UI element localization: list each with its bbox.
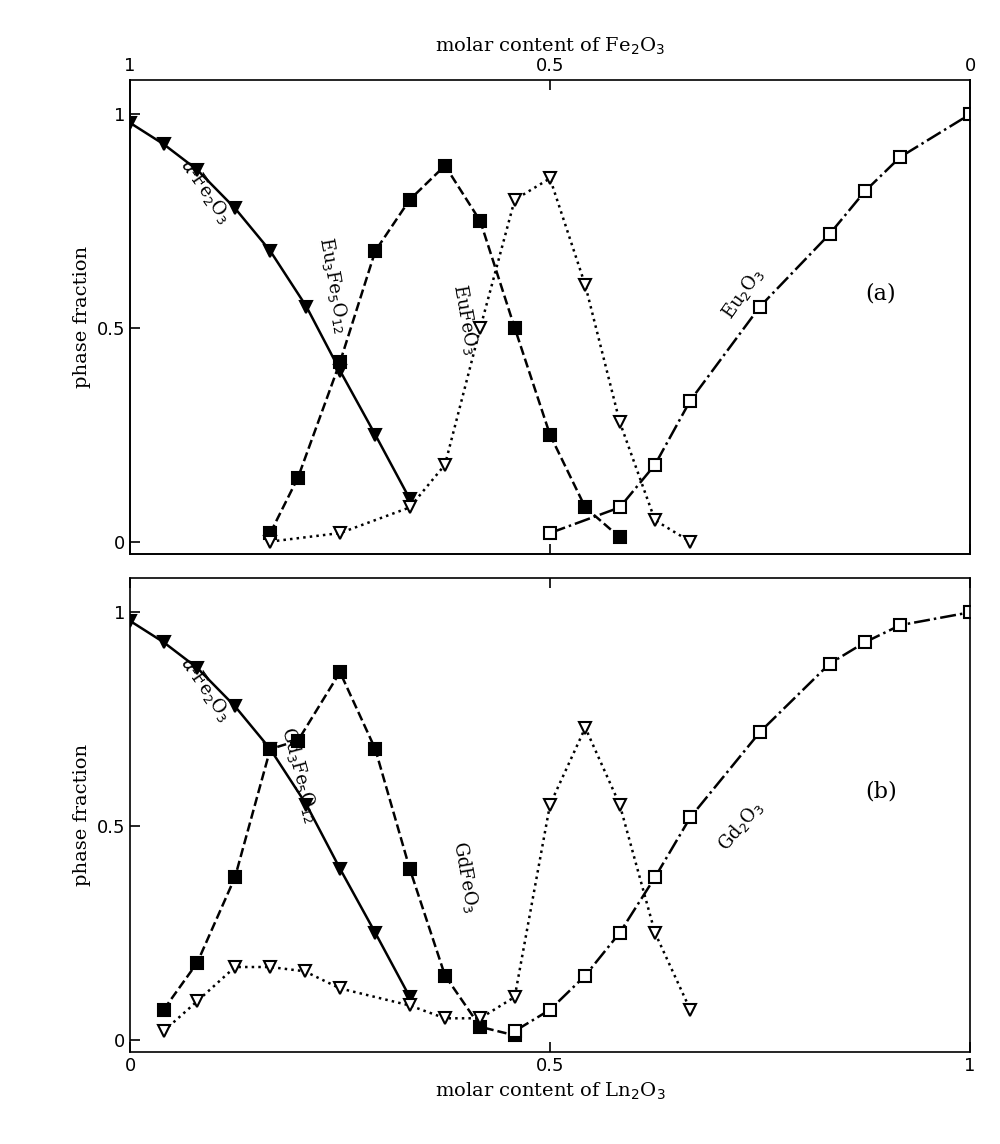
Text: Eu$_2$O$_3$: Eu$_2$O$_3$: [718, 264, 768, 324]
Text: GdFeO$_3$: GdFeO$_3$: [449, 840, 483, 915]
Text: $\alpha$-Fe$_2$O$_3$: $\alpha$-Fe$_2$O$_3$: [176, 154, 236, 228]
Text: $\alpha$-Fe$_2$O$_3$: $\alpha$-Fe$_2$O$_3$: [176, 653, 236, 725]
Text: EuFeO$_3$: EuFeO$_3$: [449, 283, 482, 357]
X-axis label: molar content of Fe$_2$O$_3$: molar content of Fe$_2$O$_3$: [435, 35, 665, 57]
Text: (b): (b): [865, 781, 897, 803]
Y-axis label: phase fraction: phase fraction: [73, 246, 91, 388]
Y-axis label: phase fraction: phase fraction: [73, 745, 91, 887]
Text: (a): (a): [865, 283, 896, 304]
Text: Eu$_3$Fe$_5$O$_{12}$: Eu$_3$Fe$_5$O$_{12}$: [315, 236, 352, 335]
Text: Gd$_2$O$_3$: Gd$_2$O$_3$: [714, 797, 767, 856]
Text: Gd$_3$Fe$_5$O$_{12}$: Gd$_3$Fe$_5$O$_{12}$: [277, 724, 323, 825]
X-axis label: molar content of Ln$_2$O$_3$: molar content of Ln$_2$O$_3$: [435, 1081, 665, 1102]
